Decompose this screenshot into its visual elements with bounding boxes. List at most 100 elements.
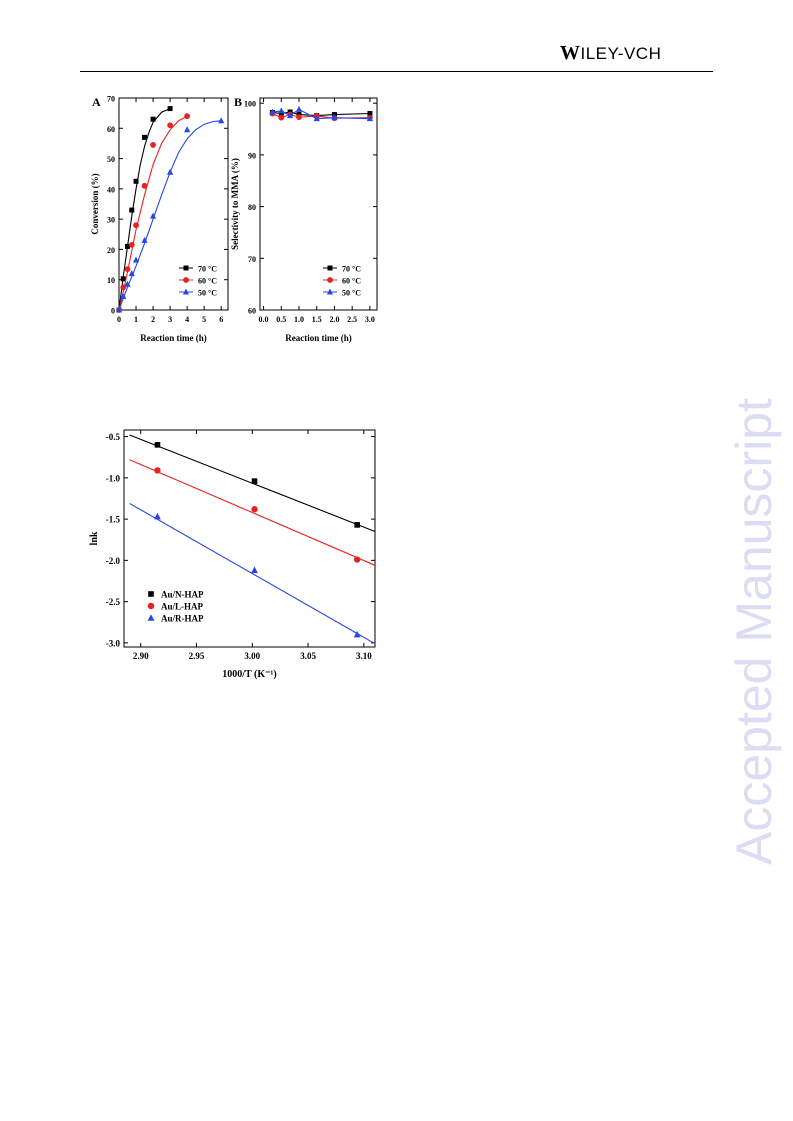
legend-item: 60 °C	[179, 277, 217, 286]
legend-marker	[148, 591, 154, 597]
legend-label: 50 °C	[342, 289, 361, 298]
legend-item: 60 °C	[323, 277, 361, 286]
legend-item: 50 °C	[179, 288, 217, 298]
data-point	[142, 134, 148, 140]
data-point	[354, 522, 360, 528]
legend-label: Au/R-HAP	[161, 614, 204, 624]
series-0	[116, 106, 173, 313]
legend-item: Au/L-HAP	[147, 602, 204, 612]
data-point	[269, 108, 276, 115]
header-rule	[80, 71, 713, 72]
x-tick-label: 2.5	[347, 315, 357, 324]
data-point	[167, 106, 173, 112]
selectivity-chart: 0.0 0.5 1.0 1.5 2.0 2.5 3.0 60 70 80 90 100 Reaction…	[230, 95, 378, 343]
arrhenius-chart: 2.90 2.95 3.00 3.05 3.10 -3.0 -2.5 -2.0 -1.5 -1.0…	[89, 429, 376, 680]
y-tick-label: -1.0	[106, 473, 121, 483]
data-point	[141, 236, 148, 243]
legend-marker	[147, 602, 155, 610]
x-tick-label: 2.0	[329, 315, 339, 324]
legend-item: 70 °C	[179, 265, 217, 274]
series-1	[116, 113, 191, 313]
brand-initial: W	[560, 42, 581, 64]
data-point	[120, 284, 127, 291]
panel-label: A	[92, 95, 101, 109]
data-point	[287, 112, 294, 119]
y-tick-label: 70	[248, 255, 256, 264]
brand-rest: ILEY	[580, 44, 618, 63]
data-point	[125, 243, 131, 249]
data-point	[128, 270, 135, 277]
legend-label: 70 °C	[342, 265, 361, 274]
x-tick-label: 3.0	[365, 315, 375, 324]
plot-frame	[123, 429, 376, 648]
publisher-logo: WILEY-VCH	[560, 42, 661, 65]
data-point	[128, 241, 135, 248]
data-point	[133, 222, 139, 229]
legend-item: Au/R-HAP	[147, 614, 204, 624]
x-tick-label: 4	[185, 315, 189, 324]
fit-line	[129, 459, 376, 566]
accepted-manuscript-watermark: Accepted Manuscript	[726, 398, 782, 865]
data-point	[278, 114, 285, 121]
data-point	[278, 107, 285, 114]
x-tick-label: 1.5	[312, 315, 322, 324]
plot-frame	[259, 97, 378, 311]
x-tick-label: 5	[202, 315, 206, 324]
data-point	[154, 442, 161, 448]
data-point	[120, 292, 127, 299]
series-1	[129, 459, 376, 566]
data-point	[218, 117, 225, 124]
y-tick-label: -2.5	[106, 597, 121, 607]
y-tick-label: 20	[107, 246, 115, 255]
legend-item: 50 °C	[323, 288, 361, 298]
data-point	[353, 630, 361, 638]
legend-marker	[327, 277, 333, 283]
data-point	[331, 114, 338, 121]
y-tick-label: -1.5	[106, 515, 121, 525]
x-axis-label: 1000/T (K⁻¹)	[222, 669, 276, 680]
y-tick-label: 100	[244, 100, 256, 109]
x-tick-label: 3.05	[300, 651, 316, 661]
legend-label: 60 °C	[342, 277, 361, 286]
y-tick-label: 60	[107, 125, 115, 134]
legend-marker	[326, 288, 334, 295]
y-tick-label: 60	[248, 307, 256, 316]
data-point	[124, 266, 131, 273]
legend-marker	[182, 288, 190, 295]
y-tick-label: 90	[248, 151, 256, 160]
legend-item: 70 °C	[323, 265, 361, 274]
x-tick-label: 2.95	[189, 651, 205, 661]
x-tick-label: 3.00	[244, 651, 260, 661]
panel-label: B	[234, 95, 242, 109]
x-tick-label: 3.10	[356, 651, 372, 661]
x-tick-label: 0.0	[259, 315, 269, 324]
x-tick-label: 1.0	[294, 315, 304, 324]
data-point	[124, 280, 131, 287]
x-tick-label: 0	[117, 315, 121, 324]
legend-item: Au/N-HAP	[148, 590, 204, 600]
legend-label: 60 °C	[198, 277, 217, 286]
data-point	[120, 276, 126, 282]
y-tick-label: 40	[107, 185, 115, 194]
y-tick-label: 80	[248, 203, 256, 212]
data-point	[366, 115, 374, 122]
y-tick-label: 30	[107, 216, 115, 225]
y-tick-label: -0.5	[106, 432, 121, 442]
x-axis-label: Reaction time (h)	[140, 333, 206, 343]
y-tick-label: 50	[107, 155, 115, 164]
data-point	[184, 126, 191, 133]
y-axis-label: Selectivity to MMA (%)	[230, 158, 240, 250]
data-point	[251, 478, 258, 484]
x-tick-label: 2.90	[133, 651, 149, 661]
data-point	[150, 142, 156, 148]
data-point	[251, 506, 258, 513]
data-point	[129, 207, 135, 213]
x-tick-label: 6	[219, 315, 223, 324]
fit-line	[118, 108, 171, 311]
brand-suffix: -VCH	[617, 44, 662, 63]
series-2	[129, 502, 376, 645]
y-tick-label: 0	[111, 307, 115, 316]
data-point	[313, 115, 320, 122]
data-point	[150, 116, 156, 122]
